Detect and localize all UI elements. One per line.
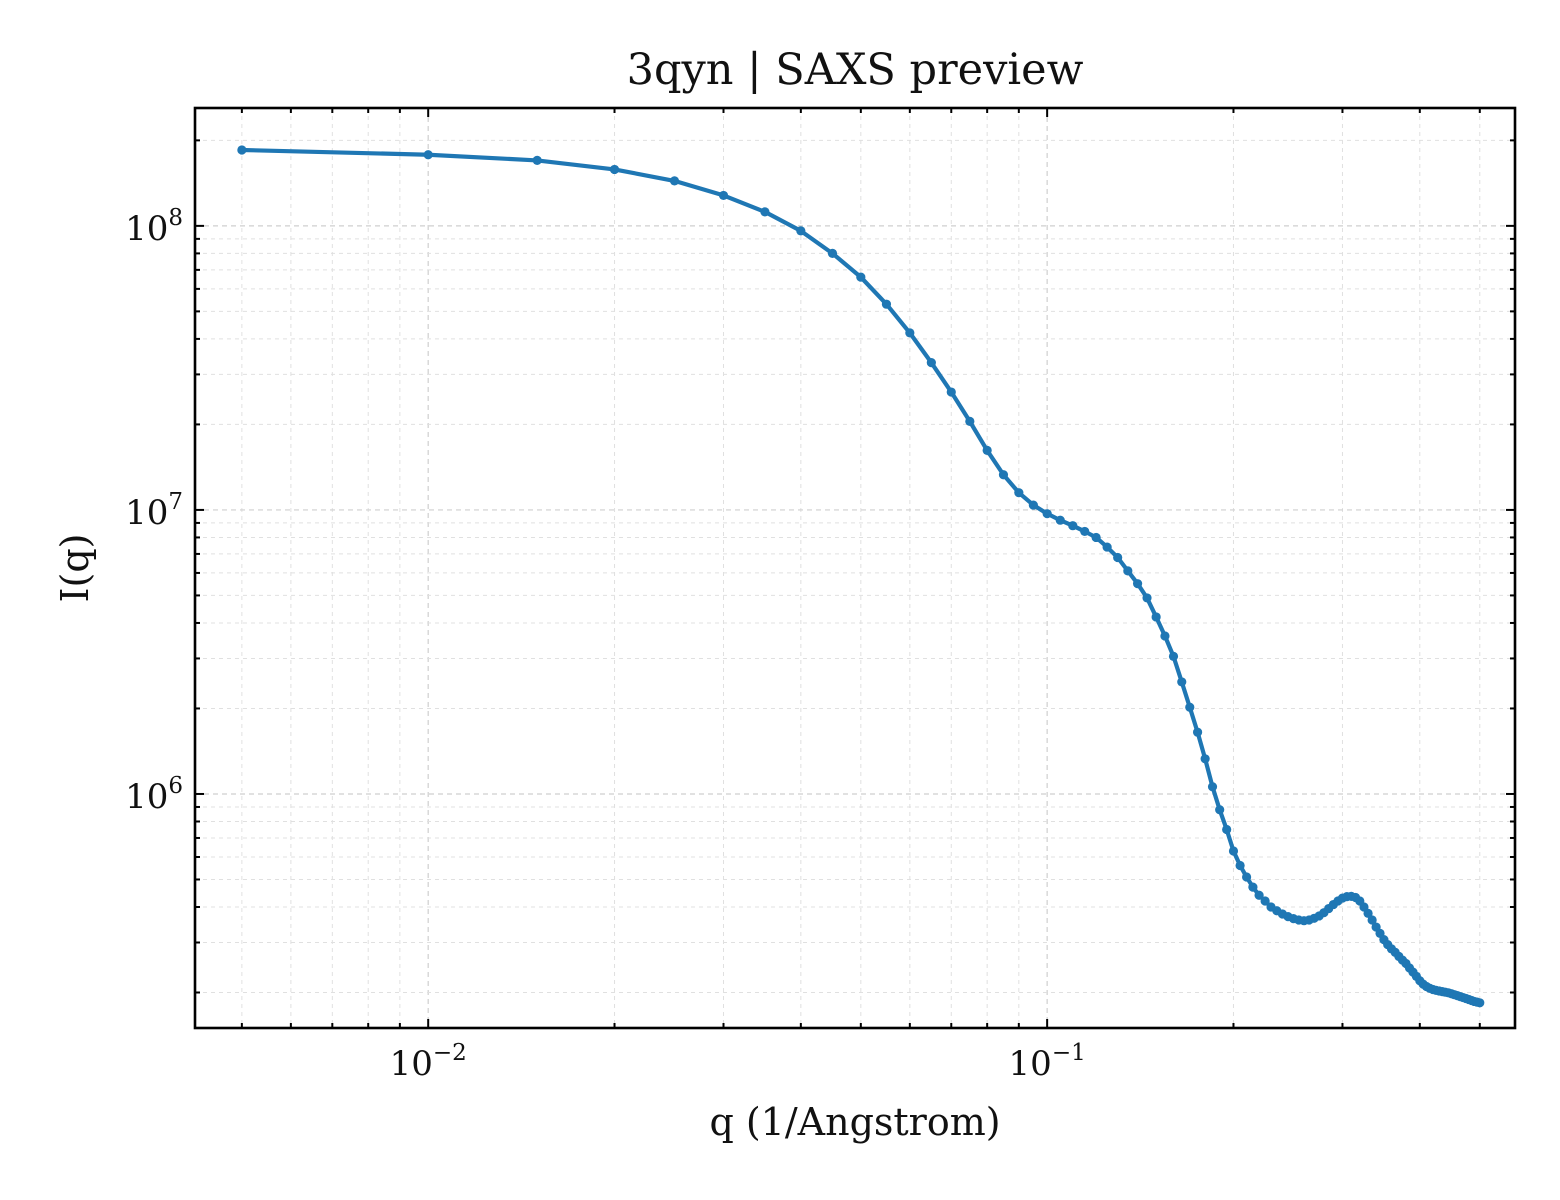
data-point xyxy=(1222,824,1232,835)
x-tick-label: 10−2 xyxy=(390,1040,467,1084)
data-point xyxy=(1102,542,1112,552)
chart-title: 3qyn | SAXS preview xyxy=(627,45,1084,95)
data-point xyxy=(1475,998,1485,1008)
data-point xyxy=(1055,515,1065,525)
y-tick-label-base: 10 xyxy=(125,777,168,817)
data-point xyxy=(1177,677,1187,687)
data-point xyxy=(1200,754,1210,764)
plot-frame xyxy=(193,106,1517,1030)
data-point xyxy=(1254,890,1264,900)
data-point xyxy=(760,207,770,217)
data-point xyxy=(1207,782,1218,792)
data-point xyxy=(1235,860,1245,871)
data-point xyxy=(609,164,620,175)
data-point xyxy=(1091,532,1101,543)
data-point xyxy=(1113,552,1123,563)
y-tick-label: 108 xyxy=(125,205,183,249)
grid-layer xyxy=(195,108,1515,1028)
y-tick-label-base: 10 xyxy=(125,209,168,249)
y-tick-label: 106 xyxy=(125,773,183,817)
data-point xyxy=(1248,882,1258,892)
data-point xyxy=(856,272,866,282)
data-point xyxy=(1142,593,1152,603)
data-point xyxy=(237,145,247,155)
data-point xyxy=(998,470,1009,480)
data-point xyxy=(1123,566,1133,576)
data-point xyxy=(1132,579,1143,589)
data-point xyxy=(881,299,892,309)
data-point xyxy=(1168,651,1179,662)
data-point xyxy=(1363,908,1373,918)
data-point xyxy=(1160,631,1170,641)
data-point xyxy=(1080,526,1090,537)
data-point xyxy=(827,248,838,258)
data-point xyxy=(965,416,975,426)
series-layer xyxy=(237,145,1485,1008)
data-point xyxy=(926,358,936,368)
x-tick-label-exponent: −2 xyxy=(433,1040,467,1066)
y-axis-label: I(q) xyxy=(53,534,97,603)
data-point xyxy=(1367,915,1377,925)
data-point xyxy=(1042,509,1052,519)
data-point xyxy=(423,150,433,160)
data-point xyxy=(669,176,680,186)
y-tick-label-exponent: 8 xyxy=(168,205,183,231)
y-tick-label: 107 xyxy=(125,489,183,533)
data-point xyxy=(905,328,915,338)
data-point xyxy=(1028,500,1038,510)
data-point xyxy=(1192,727,1203,737)
data-point xyxy=(532,155,542,166)
data-point xyxy=(718,190,729,201)
data-point xyxy=(1068,521,1078,531)
x-tick-label: 10−1 xyxy=(1009,1040,1086,1084)
data-point xyxy=(1151,612,1161,622)
x-tick-label-base: 10 xyxy=(1009,1044,1052,1084)
y-tick-label-exponent: 6 xyxy=(168,773,183,799)
x-tick-label-exponent: −1 xyxy=(1052,1040,1086,1066)
data-point xyxy=(1260,896,1270,906)
data-point xyxy=(1185,702,1195,712)
x-axis-label: q (1/Angstrom) xyxy=(709,1100,1000,1144)
data-point xyxy=(1215,805,1225,815)
data-point xyxy=(796,226,806,236)
y-tick-label-base: 10 xyxy=(125,493,168,533)
y-tick-label-exponent: 7 xyxy=(168,489,183,515)
x-tick-label-base: 10 xyxy=(390,1044,433,1084)
data-point xyxy=(1241,872,1252,882)
data-point xyxy=(982,445,992,456)
data-point xyxy=(1014,488,1024,498)
data-point xyxy=(1228,846,1239,856)
data-point xyxy=(946,387,956,397)
